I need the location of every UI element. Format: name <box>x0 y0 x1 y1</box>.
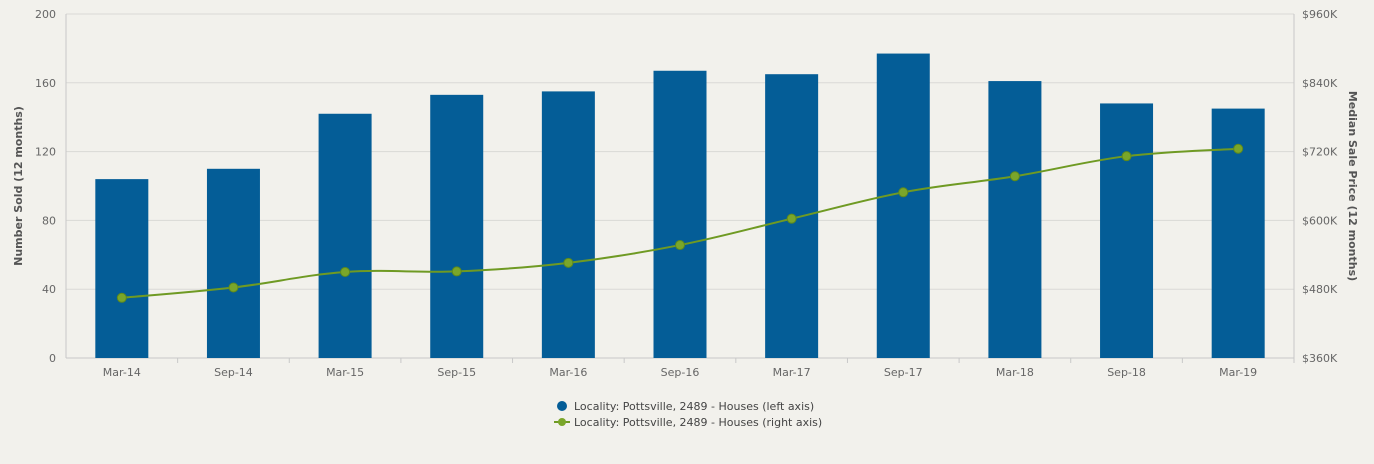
line-point[interactable] <box>228 282 239 293</box>
y-tick-label-left: 200 <box>35 8 56 21</box>
line-series <box>116 143 1244 303</box>
bar[interactable] <box>653 70 707 358</box>
line-point[interactable] <box>1121 151 1132 162</box>
line-point[interactable] <box>451 266 462 277</box>
bar[interactable] <box>541 91 595 359</box>
x-tick-label: Sep-15 <box>437 366 476 379</box>
y-axis-right-title: Median Sale Price (12 months) <box>1346 91 1359 281</box>
x-tick-label: Mar-18 <box>996 366 1034 379</box>
bar[interactable] <box>95 179 149 358</box>
bar[interactable] <box>1100 103 1154 358</box>
y-tick-label-right: $960K <box>1302 8 1338 21</box>
y-axis-left-title: Number Sold (12 months) <box>12 106 25 266</box>
x-tick-label: Mar-17 <box>773 366 811 379</box>
x-tick-label: Sep-16 <box>661 366 700 379</box>
y-tick-label-left: 160 <box>35 77 56 90</box>
x-tick-label: Mar-16 <box>549 366 587 379</box>
bar[interactable] <box>988 81 1042 358</box>
bar-series <box>95 53 1265 359</box>
x-tick-label: Sep-14 <box>214 366 253 379</box>
y-tick-label-left: 120 <box>35 146 56 159</box>
legend-label-bar[interactable]: Locality: Pottsville, 2489 - Houses (lef… <box>574 400 814 413</box>
line-point[interactable] <box>116 292 127 303</box>
line-point[interactable] <box>1009 171 1020 182</box>
y-tick-label-right: $600K <box>1302 214 1338 227</box>
line-point[interactable] <box>898 187 909 198</box>
legend[interactable]: Locality: Pottsville, 2489 - Houses (lef… <box>554 400 822 429</box>
y-tick-label-right: $360K <box>1302 352 1338 365</box>
bar[interactable] <box>318 113 372 358</box>
x-tick-label: Mar-14 <box>103 366 141 379</box>
x-tick-label: Mar-19 <box>1219 366 1257 379</box>
line-point[interactable] <box>563 257 574 268</box>
x-tick-label: Mar-15 <box>326 366 364 379</box>
x-tick-label: Sep-18 <box>1107 366 1146 379</box>
bar[interactable] <box>206 168 260 358</box>
legend-marker-bar <box>557 401 567 411</box>
axes: 0 40 80 120 160 200 $360K $480K $600K $720K $840K $… <box>35 8 1338 379</box>
x-tick-label: Sep-17 <box>884 366 923 379</box>
line-point[interactable] <box>675 240 685 251</box>
legend-label-line[interactable]: Locality: Pottsville, 2489 - Houses (rig… <box>574 416 822 429</box>
y-tick-label-right: $720K <box>1302 146 1338 159</box>
y-tick-label-left: 0 <box>49 352 56 365</box>
y-tick-label-left: 80 <box>42 214 56 227</box>
bar[interactable] <box>876 53 930 359</box>
bar[interactable] <box>430 94 484 358</box>
line-point[interactable] <box>340 267 351 277</box>
y-tick-label-right: $480K <box>1302 283 1338 296</box>
line-point[interactable] <box>1233 143 1244 154</box>
line-point[interactable] <box>786 213 797 224</box>
legend-marker-point <box>558 418 566 426</box>
y-tick-label-right: $840K <box>1302 77 1338 90</box>
y-tick-label-left: 40 <box>42 283 56 296</box>
